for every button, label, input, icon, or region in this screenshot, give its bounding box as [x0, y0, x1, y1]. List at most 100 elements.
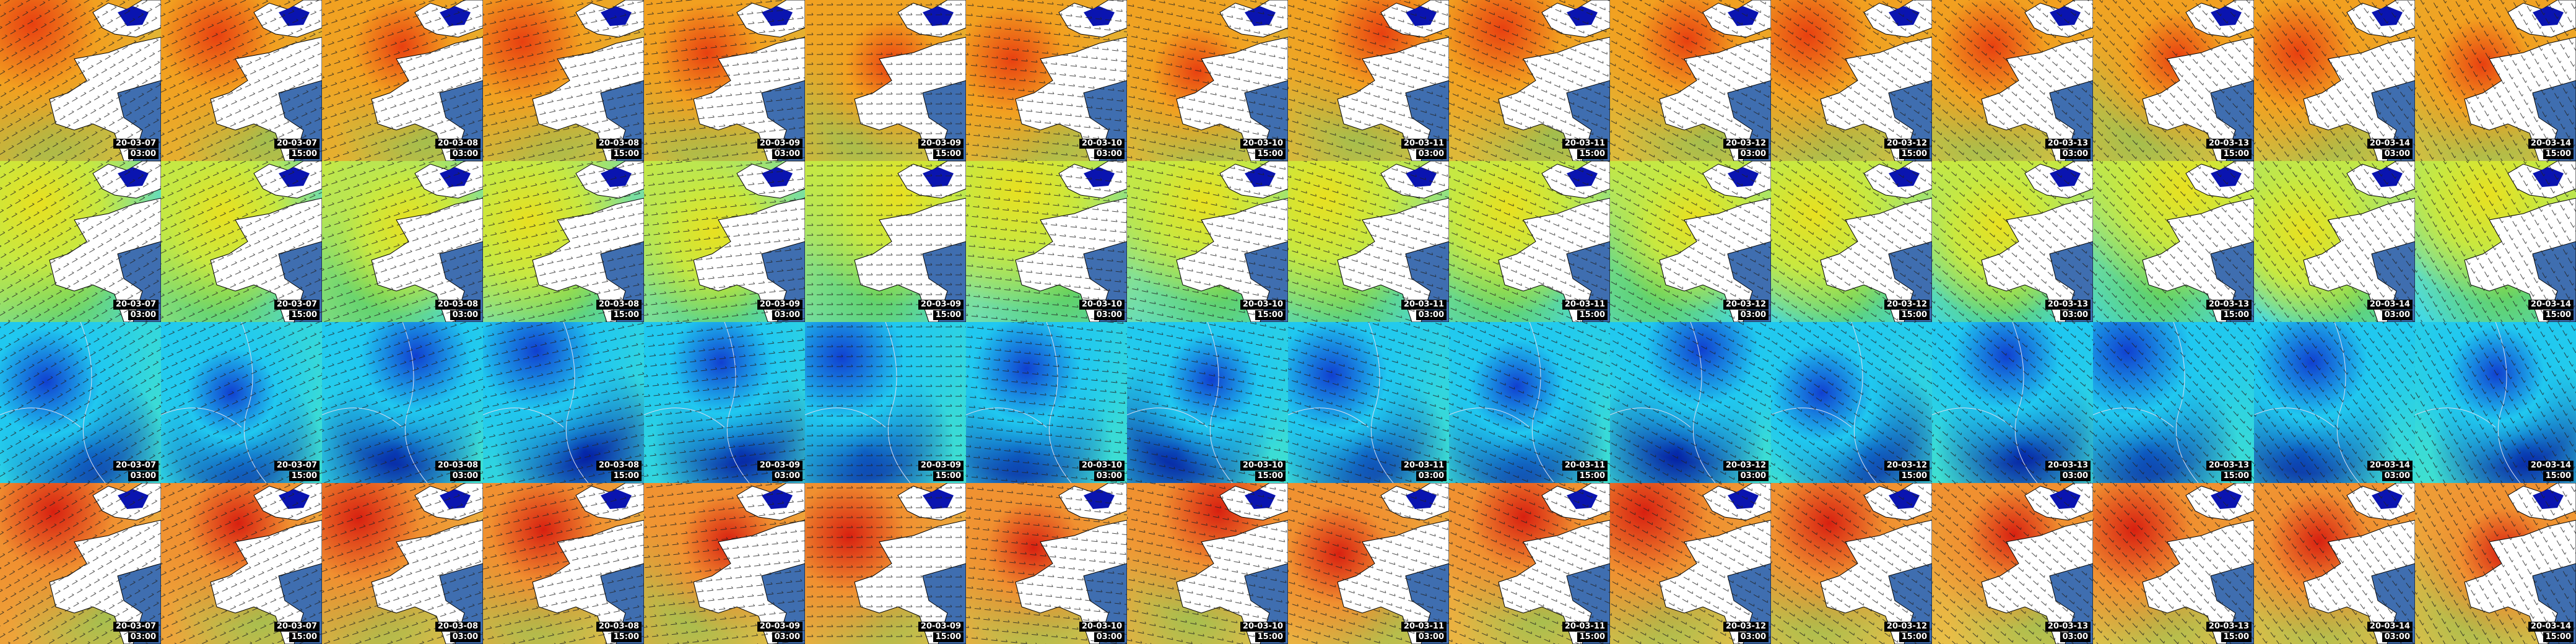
date-label: 20-03-14 — [2367, 300, 2413, 310]
time-label: 15:00 — [2221, 310, 2252, 320]
date-label: 20-03-09 — [757, 139, 803, 149]
time-label: 03:00 — [1738, 471, 1769, 481]
date-label: 20-03-07 — [274, 461, 320, 471]
time-label: 03:00 — [1416, 471, 1447, 481]
date-label: 20-03-13 — [2206, 461, 2252, 471]
date-label: 20-03-14 — [2367, 139, 2413, 149]
map-tile: 20-03-09 03:00 — [644, 322, 805, 483]
time-label: 03:00 — [1416, 149, 1447, 159]
map-tile: 20-03-12 15:00 — [1771, 322, 1932, 483]
map-tile: 20-03-11 15:00 — [1449, 161, 1610, 322]
time-label: 03:00 — [1738, 632, 1769, 642]
date-label: 20-03-10 — [1240, 139, 1286, 149]
date-label: 20-03-13 — [2045, 622, 2091, 632]
time-label: 03:00 — [1094, 149, 1125, 159]
date-label: 20-03-09 — [918, 461, 964, 471]
time-label: 03:00 — [2060, 310, 2091, 320]
map-tile: 20-03-10 03:00 — [966, 161, 1127, 322]
map-tile: 20-03-14 03:00 — [2254, 0, 2415, 161]
date-label: 20-03-07 — [113, 622, 159, 632]
date-label: 20-03-09 — [757, 300, 803, 310]
date-label: 20-03-08 — [596, 622, 642, 632]
time-label: 03:00 — [2382, 310, 2413, 320]
date-label: 20-03-10 — [1079, 300, 1125, 310]
date-label: 20-03-09 — [757, 461, 803, 471]
map-tile: 20-03-08 15:00 — [483, 0, 644, 161]
date-label: 20-03-07 — [274, 300, 320, 310]
date-label: 20-03-10 — [1079, 139, 1125, 149]
map-tile: 20-03-07 15:00 — [161, 0, 322, 161]
date-label: 20-03-10 — [1240, 300, 1286, 310]
date-label: 20-03-07 — [274, 139, 320, 149]
time-label: 03:00 — [128, 471, 159, 481]
time-label: 03:00 — [1416, 632, 1447, 642]
map-tile: 20-03-11 03:00 — [1288, 0, 1449, 161]
time-label: 15:00 — [1899, 471, 1930, 481]
map-tile: 20-03-13 15:00 — [2093, 483, 2254, 644]
time-label: 03:00 — [1416, 310, 1447, 320]
date-label: 20-03-13 — [2045, 300, 2091, 310]
time-label: 03:00 — [2382, 149, 2413, 159]
time-label: 15:00 — [289, 310, 320, 320]
map-tile: 20-03-11 03:00 — [1288, 322, 1449, 483]
map-tile: 20-03-10 03:00 — [966, 322, 1127, 483]
map-tile: 20-03-13 15:00 — [2093, 161, 2254, 322]
date-label: 20-03-08 — [435, 139, 481, 149]
map-tile: 20-03-14 15:00 — [2415, 161, 2576, 322]
time-label: 15:00 — [611, 149, 642, 159]
map-tile: 20-03-12 15:00 — [1771, 161, 1932, 322]
map-tile: 20-03-13 03:00 — [1932, 483, 2093, 644]
map-tile: 20-03-13 15:00 — [2093, 0, 2254, 161]
map-tile: 20-03-08 03:00 — [322, 483, 483, 644]
map-tile: 20-03-12 03:00 — [1610, 161, 1771, 322]
date-label: 20-03-08 — [596, 461, 642, 471]
time-label: 15:00 — [1577, 471, 1608, 481]
date-label: 20-03-12 — [1884, 461, 1930, 471]
time-label: 03:00 — [1738, 149, 1769, 159]
date-label: 20-03-14 — [2367, 622, 2413, 632]
date-label: 20-03-08 — [596, 139, 642, 149]
date-label: 20-03-12 — [1884, 622, 1930, 632]
map-tile: 20-03-13 03:00 — [1932, 161, 2093, 322]
date-label: 20-03-10 — [1240, 461, 1286, 471]
map-tile: 20-03-07 03:00 — [0, 161, 161, 322]
time-label: 03:00 — [128, 149, 159, 159]
map-tile: 20-03-07 15:00 — [161, 483, 322, 644]
map-tile: 20-03-09 15:00 — [805, 322, 966, 483]
time-label: 15:00 — [1255, 471, 1286, 481]
time-label: 15:00 — [1577, 149, 1608, 159]
time-label: 03:00 — [2382, 632, 2413, 642]
time-label: 15:00 — [289, 149, 320, 159]
map-tile: 20-03-07 15:00 — [161, 161, 322, 322]
time-label: 03:00 — [1094, 471, 1125, 481]
time-label: 15:00 — [2543, 471, 2574, 481]
time-label: 03:00 — [772, 149, 803, 159]
date-label: 20-03-11 — [1562, 139, 1608, 149]
date-label: 20-03-07 — [274, 622, 320, 632]
date-label: 20-03-13 — [2206, 622, 2252, 632]
map-tile: 20-03-09 03:00 — [644, 161, 805, 322]
map-tile: 20-03-08 03:00 — [322, 322, 483, 483]
date-label: 20-03-14 — [2528, 300, 2574, 310]
time-label: 03:00 — [128, 632, 159, 642]
map-tile: 20-03-12 03:00 — [1610, 483, 1771, 644]
map-tile: 20-03-09 03:00 — [644, 483, 805, 644]
map-tile: 20-03-13 03:00 — [1932, 322, 2093, 483]
date-label: 20-03-12 — [1884, 300, 1930, 310]
date-label: 20-03-09 — [918, 139, 964, 149]
map-tile: 20-03-12 15:00 — [1771, 483, 1932, 644]
date-label: 20-03-11 — [1562, 461, 1608, 471]
map-tile: 20-03-11 03:00 — [1288, 161, 1449, 322]
map-tile: 20-03-09 15:00 — [805, 161, 966, 322]
time-label: 15:00 — [1577, 632, 1608, 642]
map-tile: 20-03-07 03:00 — [0, 483, 161, 644]
time-label: 15:00 — [1577, 310, 1608, 320]
time-label: 03:00 — [1094, 310, 1125, 320]
time-label: 03:00 — [772, 632, 803, 642]
date-label: 20-03-13 — [2206, 139, 2252, 149]
date-label: 20-03-08 — [596, 300, 642, 310]
date-label: 20-03-13 — [2206, 300, 2252, 310]
time-label: 03:00 — [450, 149, 481, 159]
date-label: 20-03-09 — [918, 622, 964, 632]
map-tile: 20-03-09 03:00 — [644, 0, 805, 161]
